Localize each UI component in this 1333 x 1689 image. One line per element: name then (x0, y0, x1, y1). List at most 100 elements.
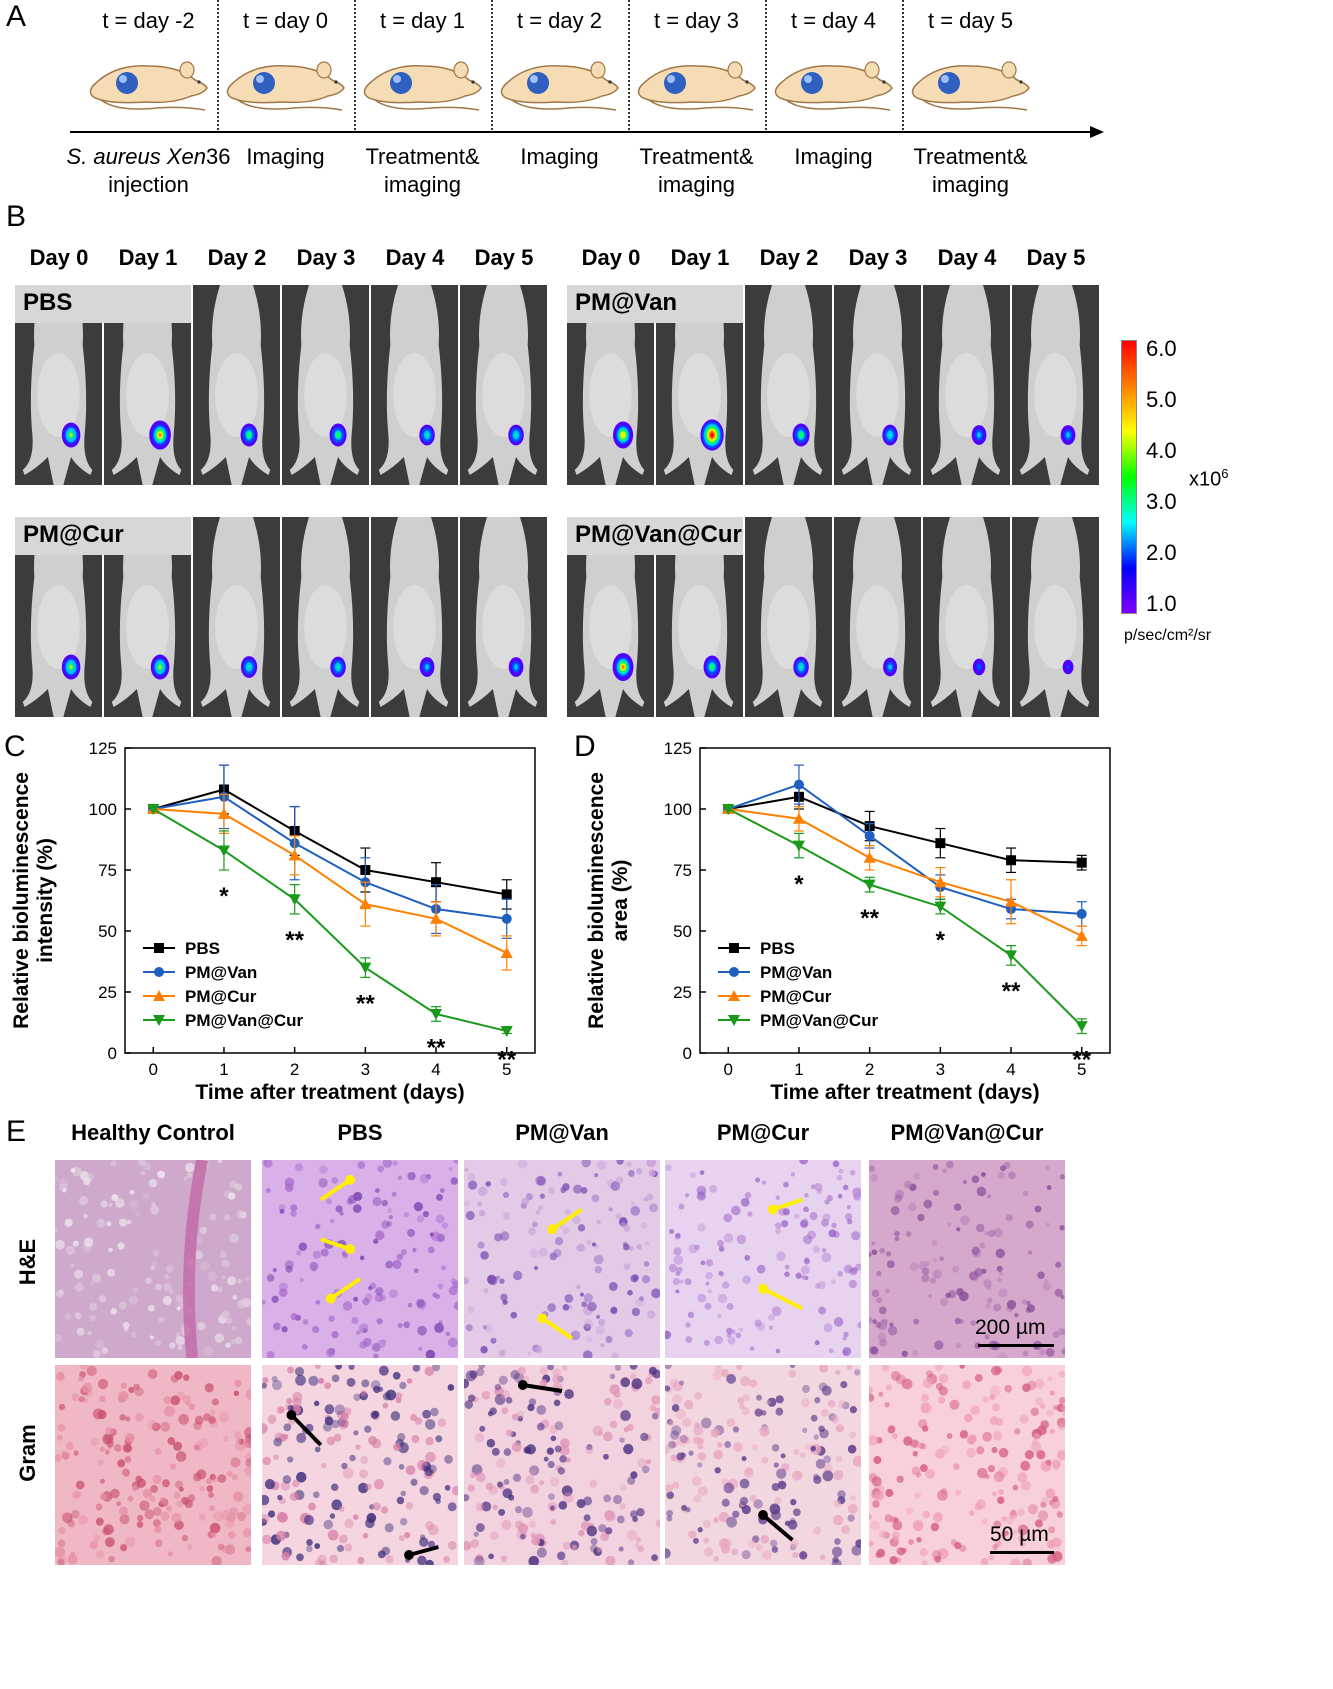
data-point (1076, 857, 1087, 868)
legend-entry: PM@Van (185, 963, 257, 982)
y-tick-label: 100 (664, 800, 692, 819)
timeline-caption: S. aureus Xen36 injection (64, 143, 234, 199)
day-label: Day 2 (207, 245, 267, 270)
colorbar-tick: 2.0 (1146, 540, 1177, 565)
he-stain-image (464, 1160, 660, 1358)
significance-mark: ** (497, 1046, 516, 1073)
data-point (1005, 950, 1018, 962)
x-tick-label: 4 (1006, 1060, 1015, 1079)
chart-d: 0 25 50 75 100 125 0 1 2 3 4 5 Time after treatment … (575, 730, 1135, 1110)
timeline-divider (354, 0, 356, 130)
y-tick-label: 25 (673, 983, 692, 1002)
yellow-arrow-icon (320, 1237, 351, 1251)
mouse-image (282, 517, 371, 717)
day-label: Day 4 (937, 245, 997, 270)
panel-e-letter: E (6, 1115, 27, 1148)
mouse-image (1012, 285, 1101, 485)
significance-mark: * (936, 927, 946, 954)
data-point (153, 1015, 165, 1026)
colorbar-exponent: 6 (1221, 466, 1229, 481)
day-label: Day 5 (1026, 245, 1086, 270)
data-point (1075, 929, 1088, 941)
significance-mark: ** (285, 927, 304, 954)
group-label: PM@Van@Cur (567, 517, 743, 555)
group-label: PM@Cur (15, 517, 191, 555)
x-tick-label: 0 (149, 1060, 158, 1079)
timeline-arrow (70, 126, 1104, 138)
data-point (1006, 855, 1017, 866)
day-label: Day 5 (474, 245, 534, 270)
panel-d-letter: D (574, 730, 596, 763)
data-point (934, 901, 947, 913)
mouse-icon (500, 61, 619, 111)
data-point (217, 845, 230, 857)
mouse-icon (89, 61, 208, 111)
timeline-divider (217, 0, 219, 130)
timeline-caption: Imaging (749, 143, 919, 171)
data-point (1005, 895, 1018, 907)
gram-stain-image (869, 1365, 1065, 1565)
data-point (500, 1026, 513, 1038)
timeline-time-label: t = day 3 (653, 8, 739, 33)
yellow-arrow-icon (551, 1207, 583, 1231)
data-point (722, 804, 735, 815)
series-line (153, 788, 507, 896)
colorbar-tick: 5.0 (1146, 387, 1177, 412)
y-tick-label: 75 (98, 861, 117, 880)
timeline-divider (628, 0, 630, 130)
series-line (153, 808, 508, 954)
data-point (793, 779, 804, 790)
day-label: Day 1 (118, 245, 178, 270)
yellow-arrow-icon (541, 1316, 573, 1340)
panel-b-letter: B (6, 200, 27, 233)
significance-mark: * (219, 883, 229, 910)
row-label-gram: Gram (15, 1424, 40, 1482)
timeline-caption: Treatment& imaging (886, 143, 1056, 199)
legend-entry: PM@Cur (760, 987, 832, 1006)
mouse-image (460, 285, 549, 485)
data-point (359, 898, 372, 910)
data-point (792, 840, 805, 852)
day-label: Day 3 (848, 245, 908, 270)
colorbar-tick: 3.0 (1146, 489, 1177, 514)
significance-mark: ** (356, 990, 375, 1017)
y-axis-label: area (%) (609, 860, 632, 942)
data-point (729, 943, 739, 953)
yellow-arrow-icon (319, 1178, 352, 1202)
he-stain-image (869, 1160, 1065, 1358)
timeline-time-label: t = day 2 (516, 8, 602, 33)
day-label: Day 0 (29, 245, 89, 270)
histology-column-label: PM@Van (515, 1120, 609, 1145)
bacteria-name: S. aureus Xen (66, 144, 206, 169)
x-tick-label: 5 (1077, 1060, 1086, 1079)
data-point (288, 849, 301, 861)
histology-column-label: PM@Van@Cur (890, 1120, 1044, 1145)
mouse-image (193, 517, 282, 717)
colorbar-tick: 6.0 (1146, 336, 1177, 361)
series-line (727, 808, 1083, 1027)
data-point (792, 812, 805, 824)
y-tick-label: 0 (683, 1044, 692, 1063)
data-point (430, 1008, 443, 1020)
x-tick-label: 3 (936, 1060, 945, 1079)
mouse-icon (637, 61, 756, 111)
mouse-image (460, 517, 549, 717)
panel-a-letter: A (6, 0, 27, 33)
x-axis-label: Time after treatment (days) (195, 1081, 464, 1104)
mouse-image (745, 285, 834, 485)
significance-mark: ** (427, 1034, 446, 1061)
timeline-caption-line2: imaging (657, 172, 736, 197)
group-label: PBS (15, 285, 191, 323)
y-tick-label: 100 (89, 800, 117, 819)
timeline-caption-line1: Imaging (246, 144, 325, 169)
legend-entry: PM@Van@Cur (185, 1011, 304, 1030)
series-line (152, 808, 507, 1033)
timeline-caption: Treatment& imaging (338, 143, 508, 199)
mouse-image (834, 285, 923, 485)
mouse-image (923, 517, 1012, 717)
mouse-image (745, 517, 834, 717)
mouse-image (282, 285, 371, 485)
data-point (501, 889, 512, 900)
data-point (935, 838, 946, 849)
timeline-caption-line2: injection (108, 172, 189, 197)
